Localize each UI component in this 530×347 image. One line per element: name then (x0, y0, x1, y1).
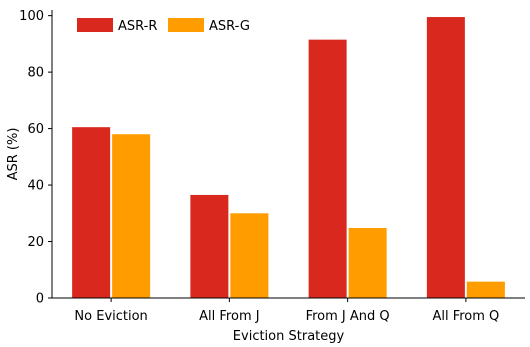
x-ticks: No Eviction All From J From J And Q All Fro… (74, 298, 499, 324)
x-tick-label: All From Q (432, 309, 499, 324)
legend-label-asr-r: ASR-R (118, 19, 157, 34)
x-tick-label: All From J (199, 309, 259, 324)
y-tick-label: 40 (27, 179, 44, 194)
legend: ASR-R ASR-G (77, 18, 250, 34)
x-tick-label: From J And Q (306, 309, 390, 324)
bars (72, 17, 505, 298)
bar-asr-g-all-from-j (230, 213, 269, 298)
x-tick-label: No Eviction (74, 309, 147, 324)
legend-label-asr-g: ASR-G (209, 19, 250, 34)
y-axis-title: ASR (%) (6, 128, 21, 181)
bar-asr-r-all-from-q (426, 17, 465, 298)
y-tick-label: 80 (27, 66, 44, 81)
x-axis-title: Eviction Strategy (233, 329, 345, 343)
y-tick-label: 60 (27, 122, 44, 137)
bar-asr-g-no-eviction (112, 134, 151, 298)
bar-asr-g-all-from-q (466, 281, 505, 298)
y-tick-label: 0 (36, 292, 44, 307)
bar-asr-r-all-from-j (190, 194, 229, 298)
y-ticks: 0 20 40 60 80 100 (19, 9, 52, 307)
bar-asr-g-from-j-and-q (348, 227, 387, 298)
axes (51, 10, 525, 299)
legend-swatch-asr-r (77, 18, 113, 32)
bar-asr-r-from-j-and-q (308, 39, 347, 298)
bar-asr-r-no-eviction (72, 127, 111, 298)
y-tick-label: 20 (27, 235, 44, 250)
y-tick-label: 100 (19, 9, 44, 24)
legend-swatch-asr-g (168, 18, 204, 32)
